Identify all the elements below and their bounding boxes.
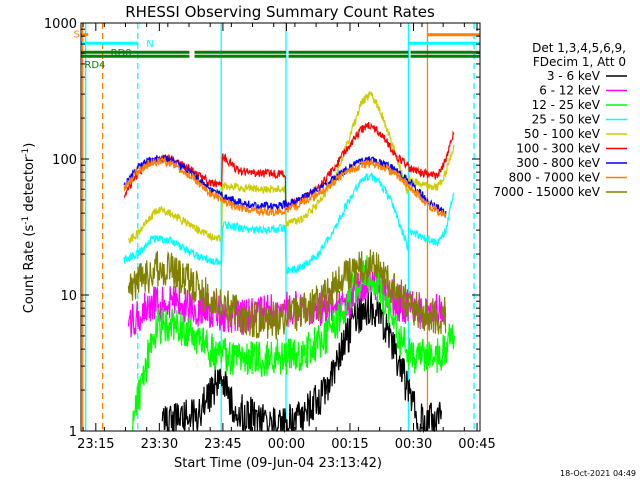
flag-label-rd4: RD4: [84, 60, 105, 71]
series-line-800-7000-kev: [123, 156, 447, 218]
legend-label-5: 100 - 300 keV: [516, 142, 600, 156]
legend-label-2: 12 - 25 keV: [532, 98, 601, 112]
y-axis-label: Count Rate (s-1 detector-1): [21, 143, 37, 314]
flag-label-s: S: [74, 30, 80, 41]
y-axis-label-end: ): [22, 143, 37, 148]
y-tick-label-0: 1: [69, 425, 77, 440]
x-tick-label-3: 00:00: [268, 437, 305, 452]
flag-label-n: N: [146, 39, 153, 50]
series-line-3-6-kev: [161, 291, 442, 434]
plot-layer: S N RD0 RD4 1 10 100 1000 23:15 23:30 23:45 00:00 00…: [44, 17, 496, 452]
y-tick-label-2: 100: [52, 153, 77, 168]
series-line-7000-15000-kev: [127, 249, 447, 340]
legend: Det 1,3,4,5,6,9, FDecim 1, Att 0 3 - 6 k…: [493, 41, 627, 199]
y-axis-label-main: Count Rate (s: [22, 225, 37, 314]
legend-label-7: 800 - 7000 keV: [509, 171, 601, 185]
y-axis-label-exponent: -1: [21, 216, 31, 225]
x-tick-label-6: 00:45: [458, 437, 495, 452]
series-line-25-50-kev: [123, 172, 455, 275]
legend-label-8: 7000 - 15000 keV: [493, 185, 600, 199]
legend-label-6: 300 - 800 keV: [516, 156, 600, 170]
legend-label-3: 25 - 50 keV: [532, 113, 601, 127]
y-axis-label-exponent-2: -1: [21, 148, 31, 157]
y-tick-label-3: 1000: [44, 17, 77, 32]
x-tick-label-1: 23:30: [141, 437, 178, 452]
series-line-300-800-kev: [123, 154, 447, 217]
x-tick-label-2: 23:45: [204, 437, 241, 452]
legend-header-line-2: FDecim 1, Att 0: [533, 55, 626, 69]
x-tick-label-0: 23:15: [77, 437, 114, 452]
legend-label-1: 6 - 12 keV: [539, 84, 601, 98]
x-tick-label-5: 00:30: [395, 437, 432, 452]
y-tick-label-1: 10: [60, 289, 77, 304]
legend-header-line-1: Det 1,3,4,5,6,9,: [532, 41, 626, 55]
plot-frame: [80, 22, 481, 432]
flag-label-rd0: RD0: [111, 48, 132, 59]
series-line-50-100-kev: [127, 90, 455, 245]
x-tick-label-4: 00:15: [331, 437, 368, 452]
y-axis-label-middle: detector: [22, 156, 37, 216]
series-line-12-25-kev: [132, 255, 455, 431]
x-axis-label: Start Time (09-Jun-04 23:13:42): [174, 456, 382, 471]
generation-timestamp: 18-Oct-2021 04:49: [560, 469, 636, 478]
legend-label-0: 3 - 6 keV: [547, 69, 601, 83]
legend-label-4: 50 - 100 keV: [524, 127, 601, 141]
chart-title: RHESSI Observing Summary Count Rates: [125, 3, 435, 21]
